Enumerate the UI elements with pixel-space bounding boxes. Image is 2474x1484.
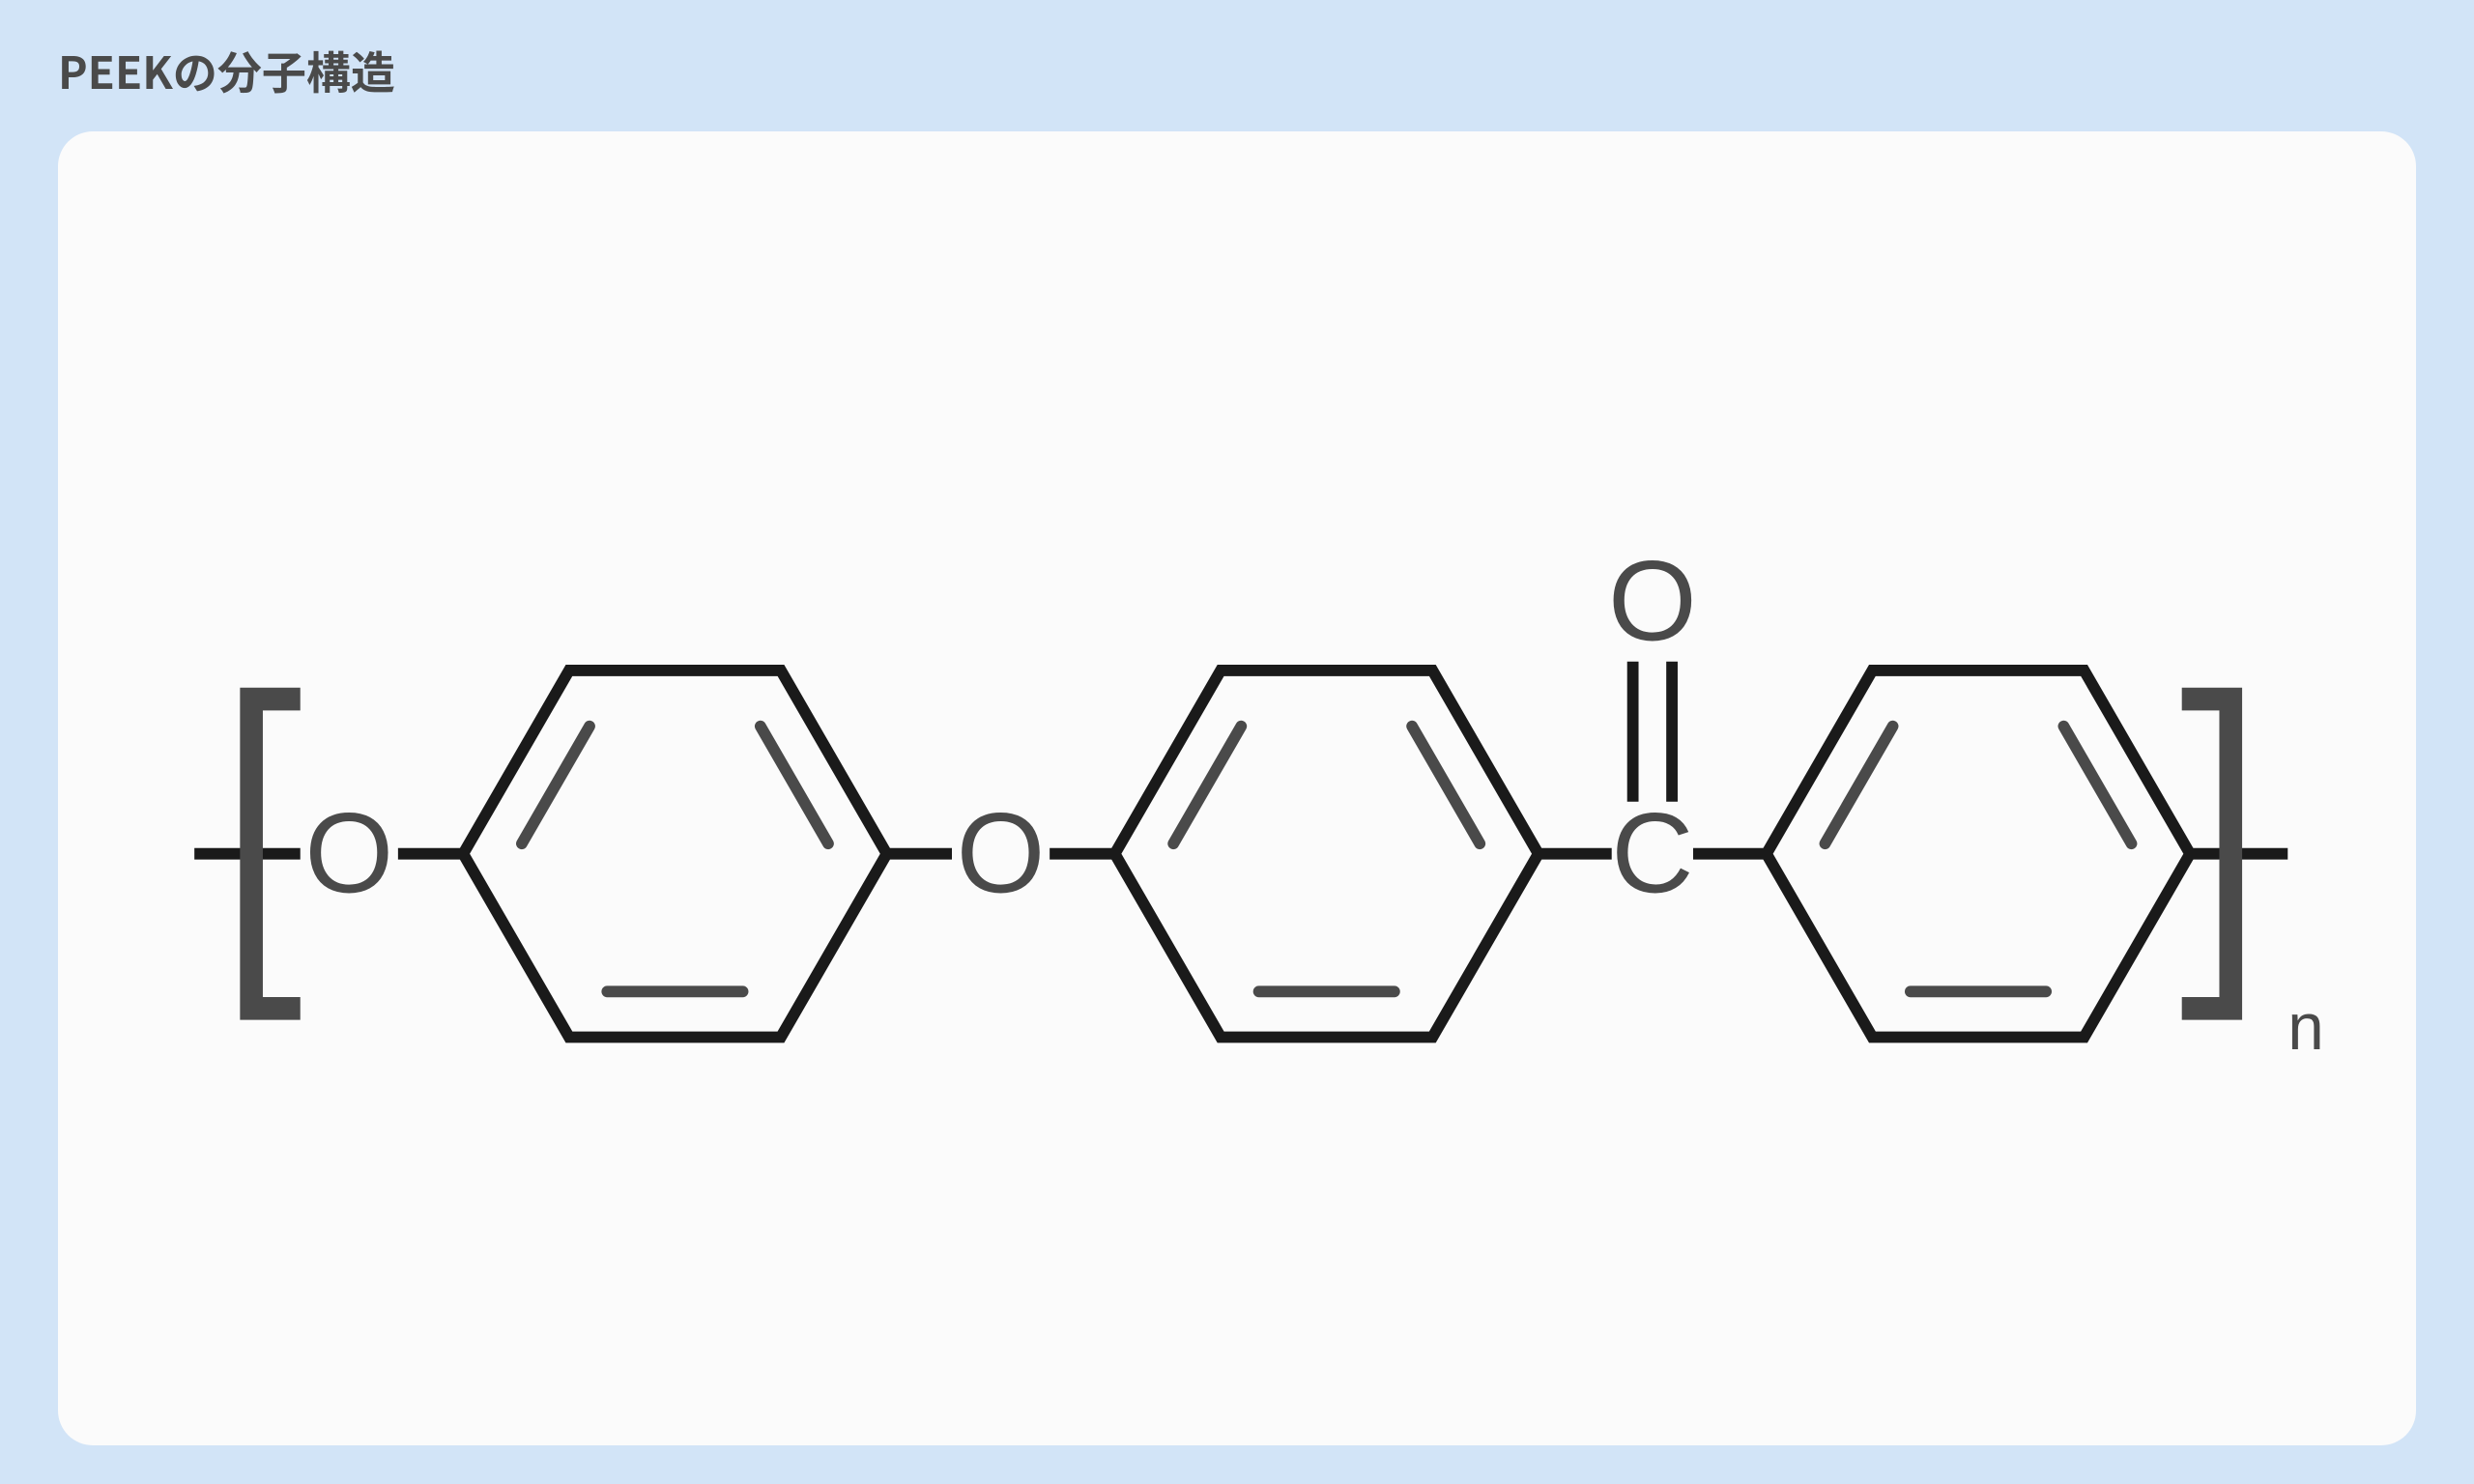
molecule-diagram: OOCOn <box>97 365 2377 1213</box>
svg-text:O: O <box>1608 537 1697 665</box>
svg-text:n: n <box>2287 991 2324 1064</box>
page-title: PEEKの分子構造 <box>58 39 2416 102</box>
svg-text:C: C <box>1611 789 1693 917</box>
svg-text:O: O <box>957 789 1046 917</box>
svg-text:O: O <box>304 789 393 917</box>
structure-card: OOCOn <box>58 131 2416 1445</box>
